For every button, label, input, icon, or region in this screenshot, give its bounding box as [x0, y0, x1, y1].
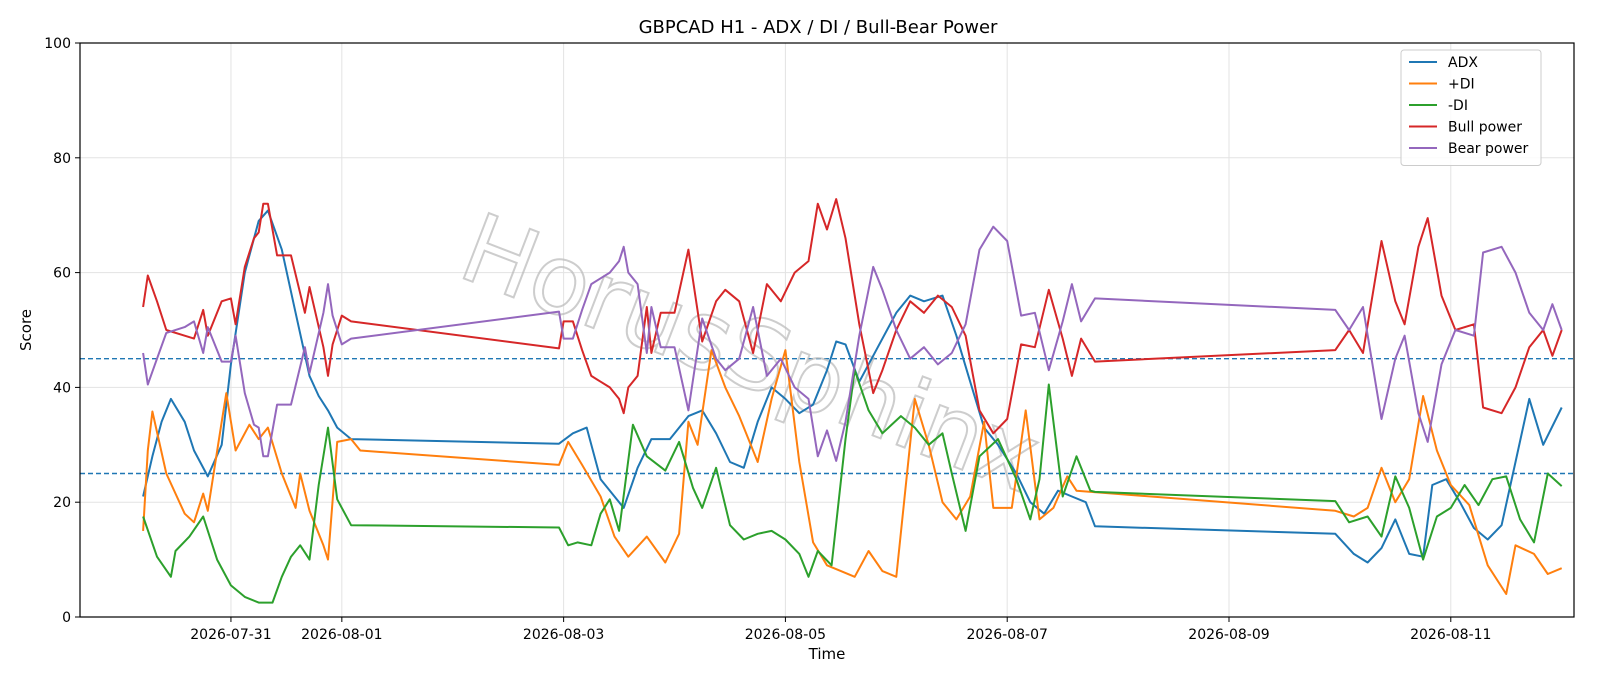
plot-area-frame: [79, 42, 1575, 618]
y-tick-label: 60: [53, 266, 71, 282]
x-tick-label: 2026-08-05: [745, 627, 826, 643]
legend-label: +DI: [1448, 77, 1475, 93]
y-tick-label: 100: [44, 36, 71, 52]
legend-box: [1400, 49, 1542, 166]
legend-label: Bear power: [1448, 141, 1529, 157]
x-axis-title: Time: [808, 645, 846, 663]
series-lines: [142, 198, 1563, 604]
series-line-di: [142, 369, 1563, 604]
x-tick-label: 2026-07-31: [190, 627, 271, 643]
x-tick-label: 2026-08-03: [523, 627, 604, 643]
x-tick-label: 2026-08-07: [967, 627, 1048, 643]
series-line-bull-power: [142, 198, 1563, 435]
x-tick-label: 2026-08-11: [1410, 627, 1491, 643]
y-axis: 0 20 40 60 80 100: [44, 36, 80, 626]
x-tick-label: 2026-08-09: [1188, 627, 1269, 643]
x-axis: 2026-07-31 2026-08-01 2026-08-03 2026-08-05…: [190, 617, 1491, 643]
legend-label: Bull power: [1448, 120, 1522, 136]
series-line-di: [142, 349, 1563, 595]
y-tick-label: 20: [53, 495, 71, 511]
series-line-bear-power: [142, 225, 1563, 462]
y-axis-title: Score: [17, 309, 35, 351]
y-tick-label: 80: [53, 151, 71, 167]
legend-label: ADX: [1448, 55, 1478, 71]
y-tick-label: 40: [53, 380, 71, 396]
reference-lines: [80, 358, 1574, 475]
y-tick-label: 0: [62, 610, 71, 626]
x-tick-label: 2026-08-01: [301, 627, 382, 643]
legend-label: -DI: [1448, 98, 1468, 114]
chart-title: GBPCAD H1 - ADX / DI / Bull-Bear Power: [639, 17, 998, 38]
series-line-adx: [142, 209, 1563, 564]
legend: ADX +DI -DI Bull power Bear power: [1400, 49, 1542, 166]
